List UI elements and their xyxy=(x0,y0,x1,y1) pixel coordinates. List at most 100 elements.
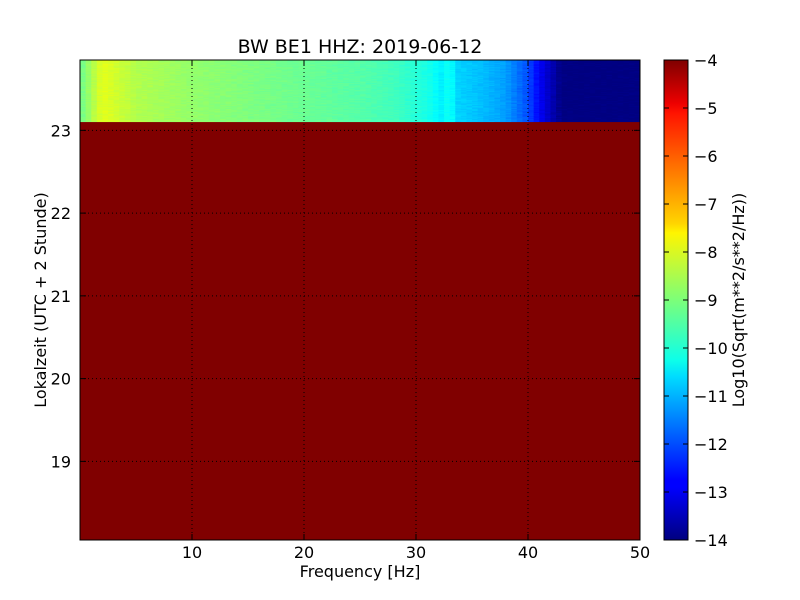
spectrogram-cell xyxy=(304,68,311,70)
spectrogram-cell xyxy=(460,66,467,68)
spectrogram-cell xyxy=(382,82,389,85)
spectrogram-cell xyxy=(186,68,193,70)
spectrogram-cell xyxy=(382,78,389,80)
spectrogram-cell xyxy=(332,79,339,81)
spectrogram-cell xyxy=(460,86,467,88)
spectrogram-cell xyxy=(533,74,540,77)
spectrogram-cell xyxy=(136,83,143,85)
spectrogram-cell xyxy=(180,81,187,83)
spectrogram-cell xyxy=(500,69,507,71)
spectrogram-cell xyxy=(388,79,395,82)
spectrogram-cell xyxy=(404,81,411,83)
spectrogram-cell xyxy=(175,60,182,62)
spectrogram-cell xyxy=(348,84,355,86)
spectrogram-cell xyxy=(119,79,126,81)
spectrogram-cell xyxy=(511,63,518,65)
spectrogram-cell xyxy=(533,89,540,91)
spectrogram-cell xyxy=(572,78,579,80)
spectrogram-cell xyxy=(455,69,462,71)
spectrogram-cell xyxy=(164,75,171,77)
spectrogram-cell xyxy=(102,60,109,62)
spectrogram-cell xyxy=(472,64,479,67)
spectrogram-cell xyxy=(516,71,523,73)
spectrogram-cell xyxy=(214,60,221,62)
spectrogram-cell xyxy=(270,74,277,76)
spectrogram-cell xyxy=(141,66,148,68)
spectrogram-cell xyxy=(444,89,451,92)
spectrogram-cell xyxy=(550,71,557,73)
spectrogram-cell xyxy=(360,81,367,83)
spectrogram-cell xyxy=(203,79,210,82)
spectrogram-cell xyxy=(556,79,563,82)
spectrogram-cell xyxy=(214,73,221,75)
spectrogram-cell xyxy=(460,87,467,89)
spectrogram-cell xyxy=(281,60,288,62)
spectrogram-cell xyxy=(584,66,591,69)
spectrogram-cell xyxy=(242,69,249,72)
spectrogram-cell xyxy=(175,60,182,62)
spectrogram-cell xyxy=(416,74,423,77)
spectrogram-cell xyxy=(623,64,630,67)
spectrogram-cell xyxy=(259,60,266,62)
spectrogram-cell xyxy=(108,79,115,82)
spectrogram-cell xyxy=(505,66,512,68)
spectrogram-cell xyxy=(315,64,322,67)
spectrogram-cell xyxy=(281,60,288,62)
spectrogram-cell xyxy=(186,66,193,68)
spectrogram-cell xyxy=(186,60,193,62)
spectrogram-cell xyxy=(617,60,624,62)
spectrogram-cell xyxy=(427,73,434,75)
spectrogram-cell xyxy=(382,71,389,74)
spectrogram-cell xyxy=(584,86,591,88)
spectrogram-cell xyxy=(309,82,316,85)
spectrogram-cell xyxy=(298,74,305,77)
spectrogram-cell xyxy=(192,73,199,75)
spectrogram-cell xyxy=(326,74,333,77)
spectrogram-cell xyxy=(477,89,484,91)
spectrogram-cell xyxy=(158,88,165,90)
spectrogram-cell xyxy=(80,75,87,77)
spectrogram-cell xyxy=(449,60,456,62)
spectrogram-cell xyxy=(253,64,260,66)
spectrogram-cell xyxy=(449,66,456,68)
spectrogram-cell xyxy=(388,81,395,83)
spectrogram-cell xyxy=(85,64,92,66)
spectrogram-cell xyxy=(354,89,361,91)
spectrogram-cell xyxy=(511,69,518,72)
spectrogram-cell xyxy=(242,66,249,69)
spectrogram-cell xyxy=(404,69,411,71)
spectrogram-cell xyxy=(281,74,288,77)
spectrogram-cell xyxy=(292,65,299,67)
spectrogram-cell xyxy=(606,84,613,87)
spectrogram-cell xyxy=(264,69,271,72)
spectrogram-cell xyxy=(488,63,495,65)
spectrogram-cell xyxy=(348,74,355,77)
spectrogram-cell xyxy=(472,61,479,63)
spectrogram-cell xyxy=(203,67,210,69)
spectrogram-cell xyxy=(376,86,383,88)
spectrogram-cell xyxy=(281,89,288,92)
spectrogram-cell xyxy=(460,64,467,67)
spectrogram-cell xyxy=(270,66,277,69)
spectrogram-cell xyxy=(416,86,423,88)
spectrogram-cell xyxy=(550,82,557,85)
spectrogram-cell xyxy=(80,61,87,64)
spectrogram-cell xyxy=(175,74,182,76)
spectrogram-cell xyxy=(214,83,221,85)
spectrogram-cell xyxy=(533,87,540,89)
spectrogram-cell xyxy=(136,90,143,92)
spectrogram-cell xyxy=(231,79,238,81)
spectrogram-cell xyxy=(264,74,271,77)
spectrogram-cell xyxy=(287,69,294,72)
spectrogram-cell xyxy=(292,83,299,85)
spectrogram-cell xyxy=(494,71,501,74)
spectrogram-cell xyxy=(528,74,535,76)
spectrogram-cell xyxy=(399,87,406,89)
spectrogram-cell xyxy=(281,63,288,65)
spectrogram-cell xyxy=(500,66,507,69)
spectrogram-cell xyxy=(259,76,266,78)
spectrogram-cell xyxy=(466,71,473,74)
spectrogram-cell xyxy=(348,71,355,74)
spectrogram-cell xyxy=(421,81,428,83)
spectrogram-cell xyxy=(511,70,518,72)
